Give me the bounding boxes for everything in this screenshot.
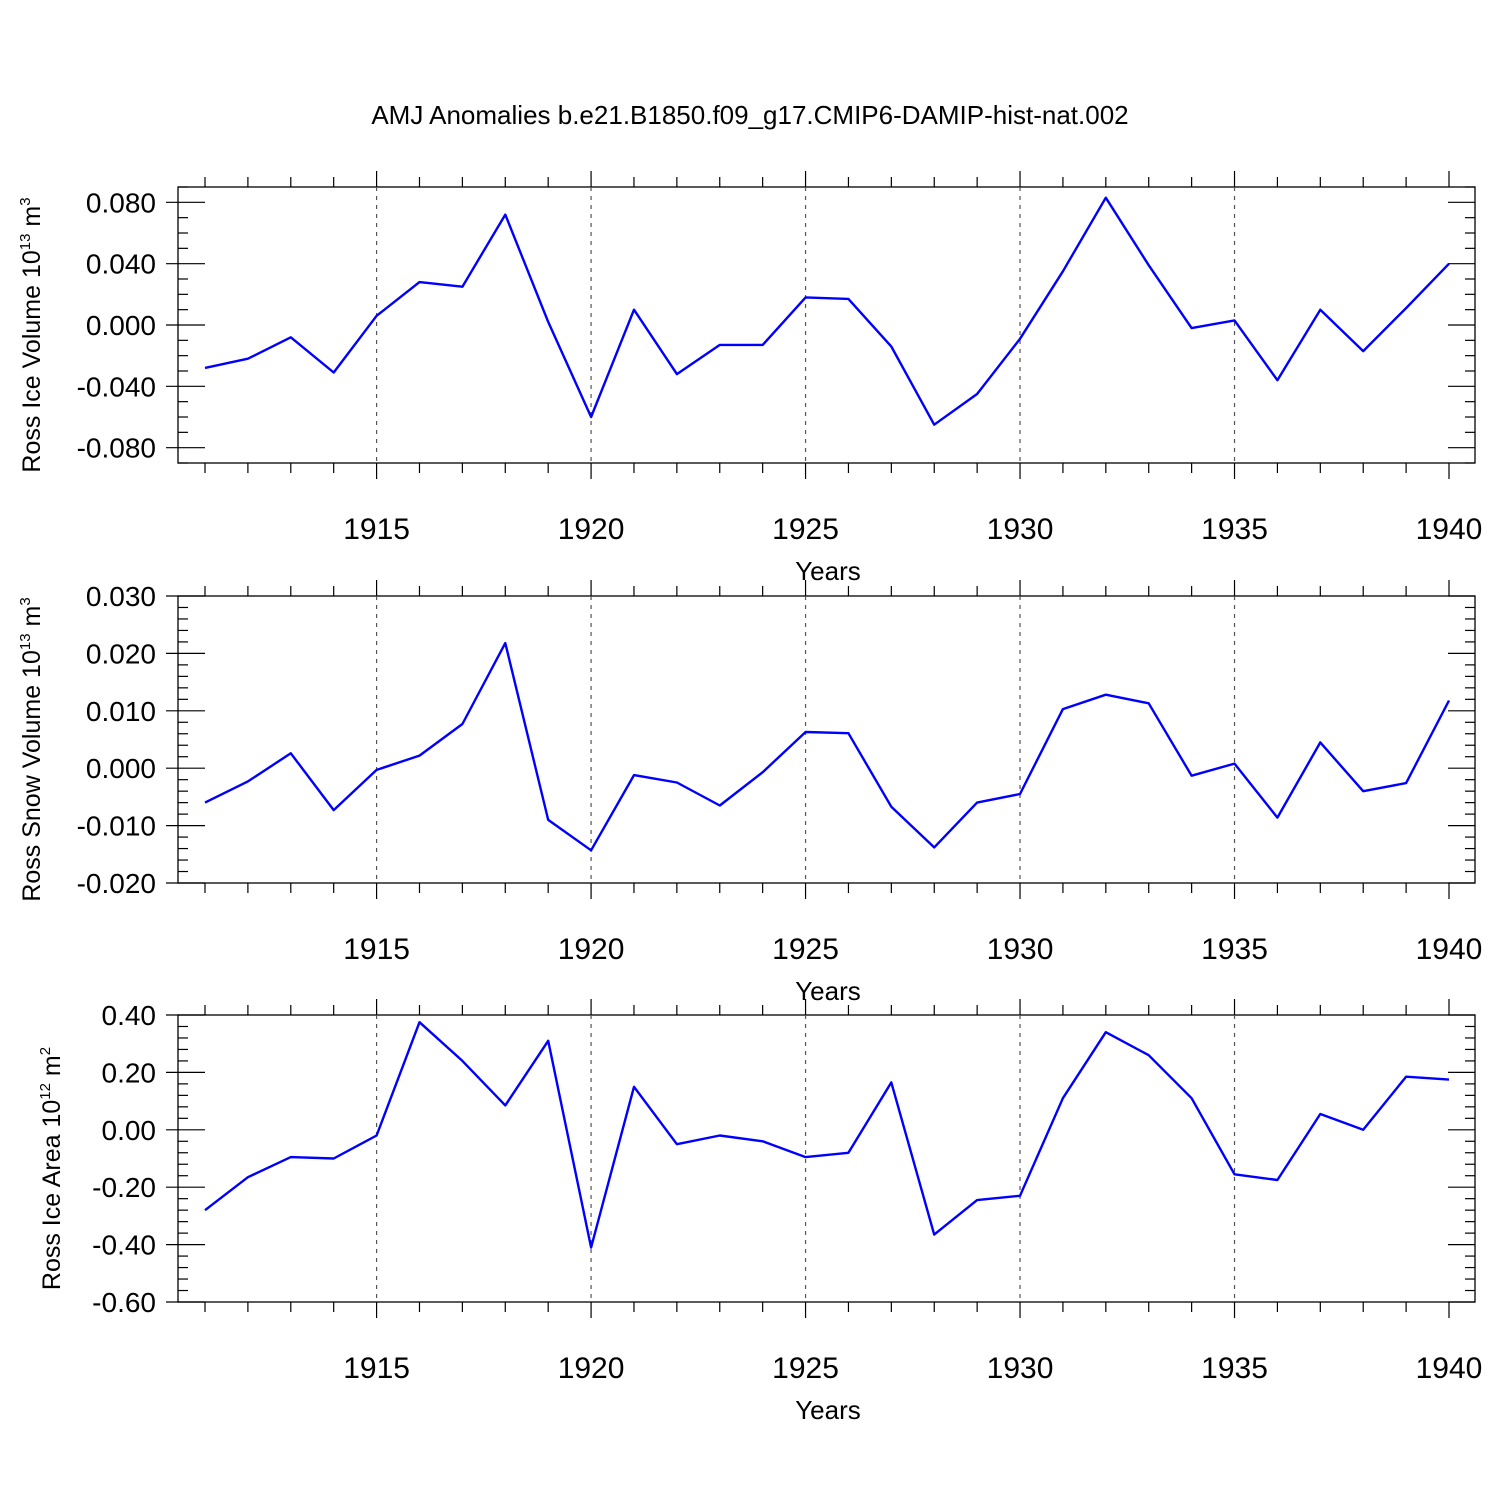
panels: -0.080 -0.040 0.000 0.040 0.080 1915 1920 1925 1…: [17, 171, 1482, 1425]
x-tick-label: 1915: [343, 513, 410, 546]
x-tick-label: 1935: [1201, 933, 1268, 966]
y-axis-label-unit: m: [18, 206, 46, 234]
x-tick-label: 1935: [1201, 513, 1268, 546]
plot-frame: [177, 595, 1476, 884]
y-tick-label: 0.020: [86, 638, 156, 669]
x-tick-label: 1920: [558, 1352, 625, 1385]
y-tick-label: 0.40: [102, 1000, 157, 1031]
chart-title: AMJ Anomalies b.e21.B1850.f09_g17.CMIP6-…: [371, 100, 1128, 130]
y-axis-label-exponent: 13: [17, 633, 34, 650]
x-tick-label: 1930: [987, 933, 1054, 966]
y-tick-label: -0.080: [77, 433, 156, 464]
plot-frame: [177, 186, 1476, 464]
y-tick-label: 0.030: [86, 581, 156, 612]
x-tick-label: 1920: [558, 933, 625, 966]
x-axis-label: Years: [795, 1395, 861, 1425]
x-tick-label: 1920: [558, 513, 625, 546]
y-tick-label: -0.020: [77, 868, 156, 899]
y-tick-label: -0.010: [77, 811, 156, 842]
series-line: [204, 196, 1450, 426]
x-tick-label: 1930: [987, 1352, 1054, 1385]
y-tick-label: 0.010: [86, 696, 156, 727]
x-tick-label: 1940: [1416, 513, 1483, 546]
y-tick-label: -0.40: [92, 1230, 156, 1261]
plot-frame: [177, 1014, 1476, 1303]
y-tick-label: 0.20: [102, 1057, 157, 1088]
y-axis-label-unit: m: [38, 1055, 66, 1083]
x-tick-label: 1940: [1416, 1352, 1483, 1385]
x-tick-label: 1935: [1201, 1352, 1268, 1385]
panel-1: -0.080 -0.040 0.000 0.040 0.080 1915 1920 1925 1…: [17, 171, 1482, 586]
x-tick-label: 1925: [772, 1352, 839, 1385]
y-axis-label-unit: m: [18, 606, 46, 634]
y-axis-label-exponent: 12: [37, 1083, 54, 1100]
y-tick-label: -0.60: [92, 1287, 156, 1318]
y-axis-label-main: Ross Snow Volume 10: [18, 650, 46, 902]
y-tick-label: 0.000: [86, 753, 156, 784]
y-tick-label: 0.040: [86, 249, 156, 280]
y-axis-label-unit-exponent: 2: [37, 1047, 54, 1055]
x-tick-label: 1915: [343, 933, 410, 966]
y-axis-label-unit-exponent: 3: [17, 597, 34, 605]
panel-2: -0.020 -0.010 0.000 0.010 0.020 0.030 1915 1920…: [17, 580, 1482, 1006]
x-tick-label: 1925: [772, 513, 839, 546]
y-axis-label-unit-exponent: 3: [17, 197, 34, 205]
x-tick-label: 1930: [987, 513, 1054, 546]
panel-3: -0.60 -0.40 -0.20 0.00 0.20 0.40 1915 1920 1925 1…: [37, 999, 1482, 1425]
series-line: [204, 1021, 1450, 1249]
y-axis-label-main: Ross Ice Volume 10: [18, 250, 46, 472]
x-tick-label: 1915: [343, 1352, 410, 1385]
y-tick-label: -0.20: [92, 1172, 156, 1203]
y-axis-label-exponent: 13: [17, 234, 34, 251]
y-axis-label-main: Ross Ice Area 10: [38, 1100, 66, 1290]
y-tick-label: 0.080: [86, 187, 156, 218]
y-axis-label: Ross Ice Volume 1013 m3: [17, 197, 46, 472]
x-tick-label: 1940: [1416, 933, 1483, 966]
x-tick-label: 1925: [772, 933, 839, 966]
y-tick-label: -0.040: [77, 371, 156, 402]
y-tick-label: 0.000: [86, 310, 156, 341]
y-axis-label: Ross Ice Area 1012 m2: [37, 1047, 66, 1290]
y-axis-label: Ross Snow Volume 1013 m3: [17, 597, 46, 901]
series-line: [204, 641, 1451, 852]
y-tick-label: 0.00: [102, 1115, 157, 1146]
